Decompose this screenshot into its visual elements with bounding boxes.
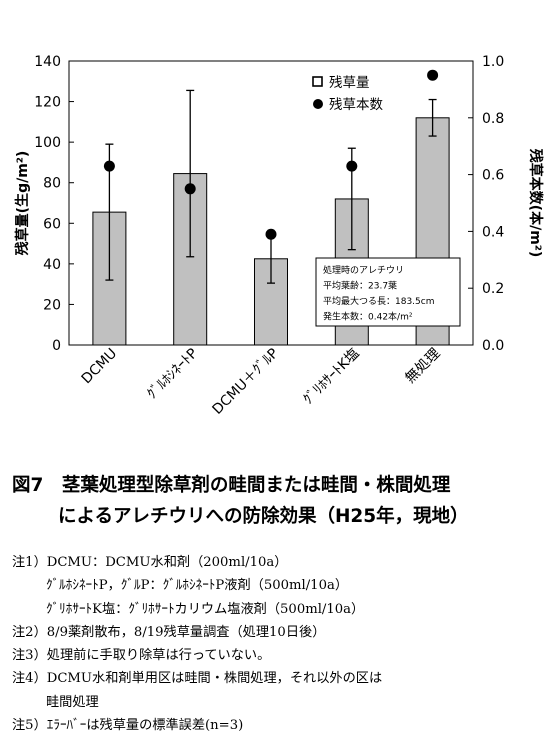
y-tick-label: 140 bbox=[34, 54, 61, 70]
plot-area: 0 20 40 60 80 100 120 140 0.0 0.2 0.4 0.6 0.8 1.0 残草量(… bbox=[14, 54, 544, 418]
annotation-line: 平均最大つる長：183.5cm bbox=[323, 295, 434, 307]
y-tick-label: 60 bbox=[43, 216, 61, 232]
y2-tick-label: 0.4 bbox=[482, 224, 504, 240]
y-tick-label: 0 bbox=[52, 338, 61, 354]
y-axis-title: 残草量(生g/m²) bbox=[14, 151, 31, 256]
note-2: 注2）8/9薬剤散布，8/19残草量調査（処理10日後） bbox=[12, 624, 326, 640]
annotation-line: 平均葉齢：23.7葉 bbox=[323, 280, 397, 292]
y2-tick-label: 1.0 bbox=[482, 54, 504, 70]
legend-label-bar: 残草量 bbox=[329, 75, 370, 91]
note-3: 注3）処理前に手取り除草は行っていない。 bbox=[12, 648, 271, 664]
note-4: 注4）DCMU水和剤単用区は畦間・株間処理，それ以外の区は bbox=[12, 671, 383, 687]
note-1-sub-1: ｸﾞﾙﾎｼﾈｰﾄP，ｸﾞﾙP：ｸﾞﾙﾎｼﾈｰﾄP液剤（500ml/10a） bbox=[46, 578, 349, 594]
point bbox=[184, 183, 196, 195]
x-tick-label: DCMU＋ｸﾞﾙP bbox=[209, 346, 281, 418]
y2-tick-label: 0.6 bbox=[482, 168, 504, 184]
legend-swatch-point bbox=[313, 99, 323, 109]
annotation-line: 処理時のアレチウリ bbox=[323, 264, 404, 276]
x-tick-label: 無処理 bbox=[402, 346, 443, 387]
point bbox=[346, 160, 358, 172]
annotation-box bbox=[315, 257, 461, 327]
y2-axis-title: 残草本数(本/m²) bbox=[527, 149, 544, 258]
caption-line-1: 図7 茎葉処理型除草剤の畦間または畦間・株間処理 bbox=[12, 475, 451, 496]
note-1-sub-2: ｸﾞﾘﾎｻｰﾄK塩：ｸﾞﾘﾎｻｰﾄカリウム塩液剤（500ml/10a） bbox=[46, 601, 365, 617]
annotation-line: 発生本数：0.42本/m² bbox=[323, 311, 413, 323]
legend-label-point: 残草本数 bbox=[329, 97, 383, 113]
chart: 0 20 40 60 80 100 120 140 0.0 0.2 0.4 0.6 0.8 1.0 残草量(… bbox=[14, 54, 544, 418]
note-5: 注5）ｴﾗｰﾊﾞｰは残草量の標準誤差(n=3) bbox=[12, 718, 244, 734]
y-tick-label: 80 bbox=[43, 176, 61, 192]
figure-caption: 図7 茎葉処理型除草剤の畦間または畦間・株間処理 によるアレチウリへの防除効果（… bbox=[12, 470, 542, 532]
y-tick-label: 20 bbox=[43, 297, 61, 313]
y-tick-label: 100 bbox=[34, 135, 61, 151]
x-tick-label: DCMU bbox=[79, 346, 121, 388]
y-tick-label: 120 bbox=[34, 95, 61, 111]
caption-line-2: によるアレチウリへの防除効果（H25年，現地） bbox=[58, 506, 469, 527]
x-tick-label: ｸﾞﾙﾎｼﾈｰﾄP bbox=[144, 346, 201, 403]
y2-tick-label: 0.0 bbox=[482, 338, 504, 354]
figure-notes: 注1）DCMU：DCMU水和剤（200ml/10a） ｸﾞﾙﾎｼﾈｰﾄP，ｸﾞﾙ… bbox=[12, 551, 548, 737]
x-tick-label: ｸﾞﾘﾎｻｰﾄK塩 bbox=[300, 346, 362, 408]
y-tick-label: 40 bbox=[43, 257, 61, 273]
point bbox=[427, 69, 439, 81]
point bbox=[103, 160, 115, 172]
note-4-cont: 畦間処理 bbox=[46, 694, 99, 710]
y2-tick-label: 0.2 bbox=[482, 281, 504, 297]
y2-tick-label: 0.8 bbox=[482, 111, 504, 127]
legend-swatch-bar bbox=[312, 76, 323, 87]
note-1: 注1）DCMU：DCMU水和剤（200ml/10a） bbox=[12, 555, 288, 570]
point bbox=[265, 228, 277, 240]
